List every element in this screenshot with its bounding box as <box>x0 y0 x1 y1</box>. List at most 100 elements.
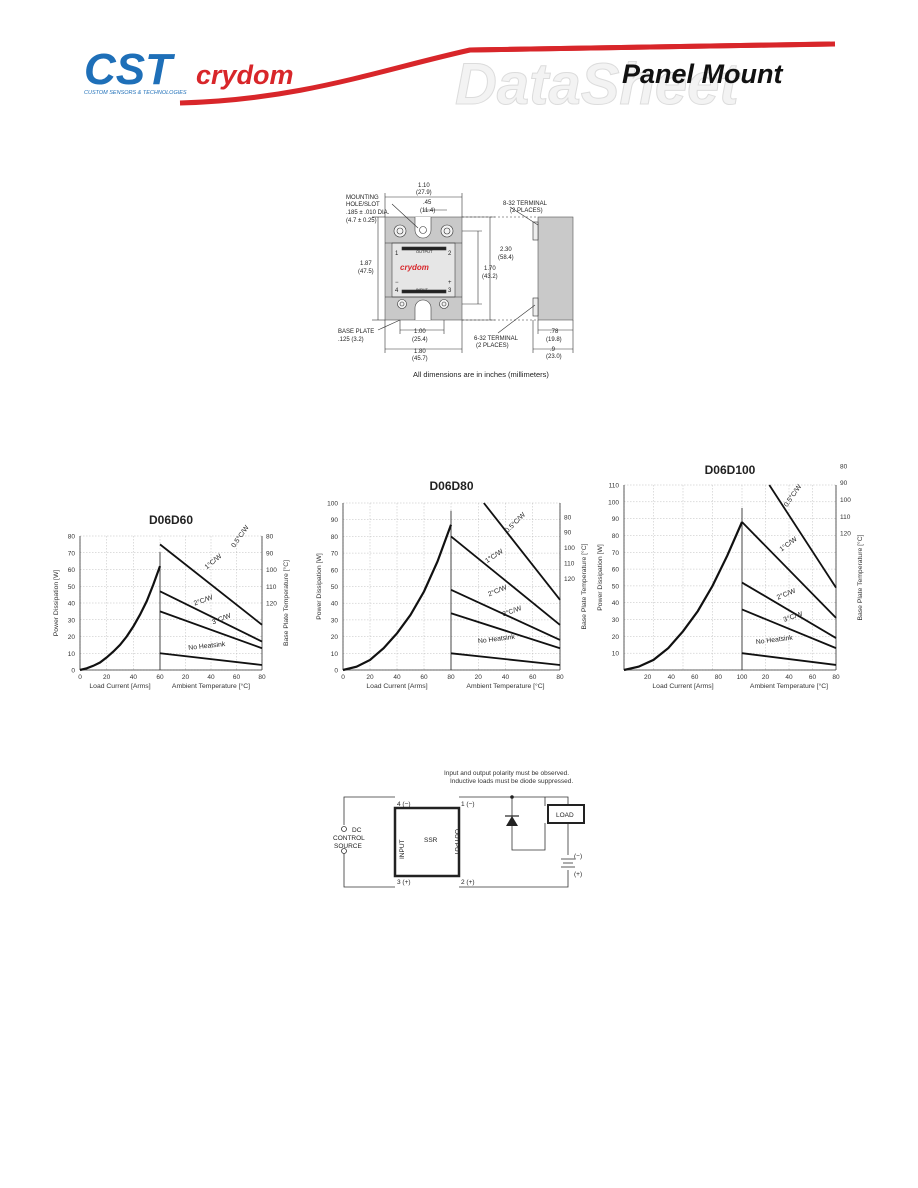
chart-y-tick-label: 0 <box>71 668 75 675</box>
face-pin2: 2 <box>448 251 452 257</box>
datasheet-watermark: DataSheet <box>455 52 741 117</box>
chart-xlabel-left: Load Current [Arms] <box>89 683 150 690</box>
dim-label-width-base-mm: (45.7) <box>412 356 428 362</box>
chart-ylabel-right: Base Plate Temperature [°C] <box>856 534 864 620</box>
chart-y-tick-label: 60 <box>331 567 339 574</box>
chart-ylabel-right: Base Plate Temperature [°C] <box>580 543 588 629</box>
dim-label-width-top: 1.10 <box>418 183 430 189</box>
dim-label-depth1-mm: (19.8) <box>546 337 562 343</box>
chart-y-tick-label: 60 <box>68 567 76 574</box>
chart-y-tick-label: 30 <box>612 617 620 624</box>
side-view <box>537 216 574 321</box>
battery-pos-label: (+) <box>574 871 582 878</box>
chart-x-tick-label: 60 <box>156 674 164 681</box>
heatsink-line <box>450 535 561 626</box>
chart-right-tick-label: 110 <box>564 560 575 567</box>
heatsink-line <box>159 610 263 650</box>
load-label: LOAD <box>556 812 574 819</box>
face-brand: crydom <box>400 263 429 272</box>
chart-x-tick-label: 40 <box>207 674 215 681</box>
ssr-block <box>393 806 461 878</box>
chart-y-tick-label: 80 <box>331 534 339 541</box>
chart-x-tick-label: 40 <box>668 674 676 681</box>
dim-label-depth2-mm: (23.0) <box>546 354 562 360</box>
dim-label-terminal-832: 8-32 TERMINAL <box>503 201 548 207</box>
chart-y-tick-label: 80 <box>612 533 620 540</box>
heatsink-series-label: 3°C/W <box>501 604 523 618</box>
dim-label-base-plate: BASE PLATE <box>338 329 374 335</box>
heatsink-series-label: 3°C/W <box>782 610 804 624</box>
heatsink-series-label: 1°C/W <box>484 547 505 565</box>
page-title: Panel Mount <box>622 59 784 89</box>
chart-y-tick-label: 20 <box>612 634 620 641</box>
chart-y-tick-label: 10 <box>612 651 620 658</box>
dc-source-label-1: DC <box>352 827 362 834</box>
chart-title: D06D100 <box>705 463 756 477</box>
chart-y-tick-label: 100 <box>327 501 338 508</box>
power-dissipation-curve <box>79 565 162 672</box>
dim-label-depth1: .78 <box>550 329 559 335</box>
wiring-diagram: Input and output polarity must be observ… <box>333 770 585 888</box>
dim-label-mounting: MOUNTING <box>346 195 379 201</box>
heatsink-line <box>450 589 561 641</box>
chart-y-tick-label: 30 <box>331 617 339 624</box>
chart-right-tick-label: 90 <box>564 530 572 537</box>
chart-right-tick-label: 90 <box>266 550 274 557</box>
chart-right-tick-label: 100 <box>840 497 851 504</box>
chart-x-tick-label: 40 <box>393 674 401 681</box>
battery-neg-label: (−) <box>574 853 582 860</box>
dim-label-terminal-632-places: (2 PLACES) <box>476 343 509 349</box>
heatsink-line <box>741 581 837 639</box>
chart-x-tick-label: 40 <box>785 674 793 681</box>
chart-y-tick-label: 40 <box>68 601 76 608</box>
chart-y-tick-label: 30 <box>68 617 76 624</box>
heatsink-line <box>741 652 837 666</box>
chart-xlabel-right: Ambient Temperature [°C] <box>750 682 828 690</box>
chart-x-tick-label: 60 <box>529 674 537 681</box>
chart-x-tick-label: 80 <box>447 674 455 681</box>
heatsink-series-label: 1°C/W <box>778 535 799 553</box>
chart-x-tick-label: 60 <box>809 674 817 681</box>
dim-label-depth2: .9 <box>550 347 556 353</box>
chart-right-tick-label: 90 <box>840 480 848 487</box>
header-banner: CST CUSTOM SENSORS & TECHNOLOGIES crydom… <box>84 41 836 118</box>
heatsink-series-label: 2°C/W <box>775 587 797 602</box>
wiring-note-polarity: Input and output polarity must be observ… <box>444 770 569 777</box>
chart-y-tick-label: 110 <box>609 483 620 490</box>
heatsink-line <box>741 521 837 619</box>
chart-y-tick-label: 80 <box>68 534 76 541</box>
chart-right-tick-label: 120 <box>564 576 575 583</box>
dim-label-height-left: 1.87 <box>360 261 372 267</box>
pin-4-label: 4 (−) <box>397 801 411 808</box>
chart-xlabel-right: Ambient Temperature [°C] <box>466 682 544 690</box>
chart-right-tick-label: 120 <box>266 601 277 608</box>
chart-ylabel-left: Power Dissipation [W] <box>53 570 60 637</box>
heatsink-line <box>768 484 837 589</box>
heatsink-line <box>483 502 561 601</box>
dim-label-width-base: 1.80 <box>414 349 426 355</box>
dim-label-width-inner-mm: (25.4) <box>412 337 428 343</box>
chart-x-tick-label: 80 <box>556 674 564 681</box>
dim-label-base-plate-dim: .125 (3.2) <box>338 337 364 343</box>
dimension-drawing: MOUNTING HOLE/SLOT .185 ± .010 DIA. (4.7… <box>338 183 574 379</box>
chart-y-tick-label: 70 <box>68 550 76 557</box>
chart-ylabel-left: Power Dissipation [W] <box>316 553 323 620</box>
chart-right-tick-label: 120 <box>840 531 851 538</box>
chart-right-tick-label: 80 <box>564 514 572 521</box>
chart-ylabel-right: Base Plate Temperature [°C] <box>282 560 290 646</box>
heatsink-line <box>159 590 263 643</box>
chart-x-tick-label: 20 <box>762 674 770 681</box>
dim-label-terminal-632: 6-32 TERMINAL <box>474 336 519 342</box>
chart-right-tick-label: 80 <box>840 463 848 470</box>
dim-label-height-right: 2.30 <box>500 247 512 253</box>
chart-y-tick-label: 40 <box>331 601 339 608</box>
chart-y-tick-label: 20 <box>331 634 339 641</box>
chart-ylabel-left: Power Dissipation [W] <box>597 544 604 611</box>
dc-source-label-2: CONTROL <box>333 835 365 842</box>
ssr-label: SSR <box>424 837 438 844</box>
heatsink-series-label: 1°C/W <box>203 552 224 571</box>
cst-tagline: CUSTOM SENSORS & TECHNOLOGIES <box>84 90 187 96</box>
dim-label-height-left-mm: (47.5) <box>358 269 374 275</box>
chart-x-tick-label: 60 <box>420 674 428 681</box>
suppression-diode-icon <box>506 816 518 826</box>
